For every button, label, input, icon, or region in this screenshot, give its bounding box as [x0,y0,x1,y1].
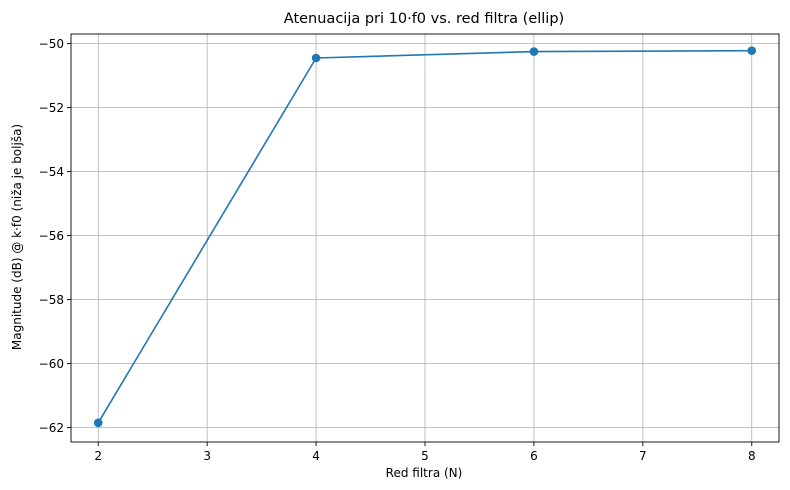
x-tick-label: 4 [312,449,320,463]
x-axis: 2 3 4 5 6 7 8 [94,442,756,463]
y-tick-label: −62 [39,421,64,435]
chart-title: Atenuacija pri 10·f0 vs. red filtra (ell… [284,11,564,27]
data-point [747,46,757,55]
x-tick-label: 5 [421,449,429,463]
y-axis: −62 −60 −58 −56 −54 −52 −50 [39,37,71,435]
y-tick-label: −54 [39,165,64,179]
y-tick-label: −58 [39,293,64,307]
y-axis-label: Magnitude (dB) @ k·f0 (niža je boljša) [10,124,24,350]
y-tick-label: −56 [39,229,64,243]
x-tick-label: 6 [530,449,538,463]
series-line [97,49,752,424]
y-tick-label: −60 [39,357,64,371]
x-tick-label: 7 [639,449,647,463]
y-tick-label: −50 [39,37,64,51]
x-tick-label: 8 [748,449,756,463]
series-layer [93,46,757,428]
x-tick-label: 2 [94,449,102,463]
data-point [93,418,103,428]
x-tick-label: 3 [203,449,211,463]
y-tick-label: −52 [39,101,64,115]
data-point [311,53,321,63]
grid [71,34,779,442]
data-point [529,47,539,56]
x-axis-label: Red filtra (N) [386,466,463,480]
